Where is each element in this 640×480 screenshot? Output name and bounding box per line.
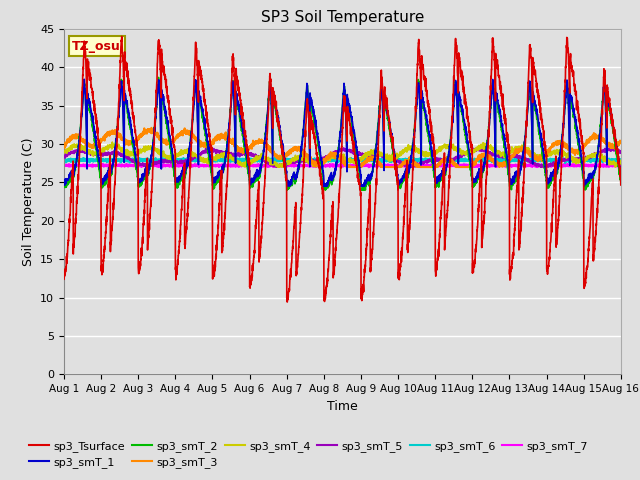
Line: sp3_smT_5: sp3_smT_5 [64, 148, 621, 167]
sp3_smT_4 [564, 150, 572, 156]
sp3_Tsurface [180, 179, 188, 185]
sp3_Tsurface [216, 202, 223, 208]
sp3_smT_3 [407, 158, 415, 164]
sp3_smT_4 [617, 157, 625, 163]
sp3_smT_5 [564, 156, 572, 161]
sp3_smT_7 [365, 164, 372, 170]
Legend: sp3_Tsurface, sp3_smT_1, sp3_smT_2, sp3_smT_3, sp3_smT_4, sp3_smT_5, sp3_smT_6, : sp3_Tsurface, sp3_smT_1, sp3_smT_2, sp3_… [25, 436, 593, 472]
Title: SP3 Soil Temperature: SP3 Soil Temperature [260, 10, 424, 25]
sp3_smT_5 [216, 148, 223, 154]
Line: sp3_smT_7: sp3_smT_7 [64, 164, 621, 167]
sp3_smT_5 [406, 162, 414, 168]
sp3_smT_6 [75, 155, 83, 160]
sp3_smT_7 [397, 162, 404, 168]
sp3_smT_1 [216, 171, 223, 177]
sp3_smT_3 [617, 139, 625, 145]
Text: TZ_osu: TZ_osu [72, 39, 121, 52]
sp3_smT_5 [179, 160, 187, 166]
sp3_smT_3 [344, 164, 351, 170]
sp3_smT_1 [617, 170, 625, 176]
sp3_smT_2 [216, 174, 223, 180]
sp3_smT_6 [617, 157, 625, 163]
sp3_smT_4 [397, 150, 404, 156]
sp3_smT_1 [81, 76, 88, 82]
sp3_smT_7 [617, 162, 625, 168]
Y-axis label: Soil Temperature (C): Soil Temperature (C) [22, 137, 35, 266]
sp3_smT_1 [407, 160, 415, 166]
sp3_smT_6 [561, 160, 569, 166]
sp3_smT_7 [617, 163, 625, 168]
sp3_smT_7 [556, 161, 564, 167]
sp3_smT_1 [180, 169, 188, 175]
sp3_smT_3 [397, 162, 404, 168]
sp3_smT_6 [180, 155, 188, 161]
sp3_smT_2 [60, 183, 68, 189]
sp3_smT_6 [617, 157, 625, 163]
sp3_smT_3 [617, 140, 625, 145]
sp3_smT_6 [397, 157, 404, 163]
sp3_smT_4 [60, 148, 68, 154]
sp3_smT_1 [564, 97, 572, 103]
sp3_smT_2 [397, 181, 404, 187]
Line: sp3_smT_4: sp3_smT_4 [64, 142, 621, 167]
sp3_smT_6 [216, 157, 223, 163]
sp3_Tsurface [407, 207, 415, 213]
sp3_Tsurface [60, 276, 68, 282]
sp3_smT_5 [617, 150, 625, 156]
sp3_smT_3 [180, 130, 188, 135]
sp3_smT_4 [108, 139, 116, 145]
sp3_smT_4 [180, 150, 188, 156]
sp3_Tsurface [397, 256, 404, 262]
sp3_smT_2 [617, 177, 625, 183]
sp3_smT_4 [216, 155, 223, 160]
sp3_smT_3 [564, 146, 572, 152]
sp3_smT_2 [564, 97, 572, 103]
sp3_smT_5 [272, 164, 280, 170]
sp3_smT_6 [406, 157, 414, 163]
sp3_smT_1 [397, 176, 404, 182]
Line: sp3_smT_1: sp3_smT_1 [64, 79, 621, 186]
sp3_smT_5 [606, 145, 614, 151]
Line: sp3_smT_3: sp3_smT_3 [64, 128, 621, 167]
sp3_Tsurface [118, 34, 125, 39]
sp3_smT_2 [180, 177, 188, 183]
sp3_smT_4 [274, 164, 282, 170]
sp3_Tsurface [284, 299, 291, 305]
sp3_smT_7 [179, 163, 187, 168]
sp3_smT_4 [617, 157, 625, 163]
sp3_smT_2 [155, 74, 163, 80]
sp3_smT_7 [406, 163, 414, 169]
sp3_smT_6 [564, 157, 572, 163]
X-axis label: Time: Time [327, 400, 358, 413]
sp3_smT_7 [216, 163, 223, 169]
sp3_smT_1 [320, 183, 328, 189]
sp3_smT_5 [397, 160, 404, 166]
sp3_smT_5 [617, 149, 625, 155]
Line: sp3_smT_2: sp3_smT_2 [64, 77, 621, 190]
sp3_smT_7 [564, 163, 572, 168]
sp3_Tsurface [564, 48, 572, 53]
sp3_smT_3 [148, 125, 156, 131]
sp3_smT_6 [60, 157, 68, 163]
sp3_smT_5 [60, 153, 68, 159]
Line: sp3_Tsurface: sp3_Tsurface [64, 36, 621, 302]
sp3_smT_4 [407, 146, 415, 152]
sp3_smT_7 [60, 163, 68, 168]
sp3_Tsurface [617, 176, 625, 181]
sp3_smT_1 [617, 171, 625, 177]
Line: sp3_smT_6: sp3_smT_6 [64, 157, 621, 163]
sp3_smT_2 [617, 177, 625, 183]
sp3_smT_2 [407, 158, 415, 164]
sp3_smT_1 [60, 181, 68, 187]
sp3_Tsurface [617, 182, 625, 188]
sp3_smT_3 [216, 137, 223, 143]
sp3_smT_3 [60, 141, 68, 147]
sp3_smT_2 [283, 187, 291, 193]
